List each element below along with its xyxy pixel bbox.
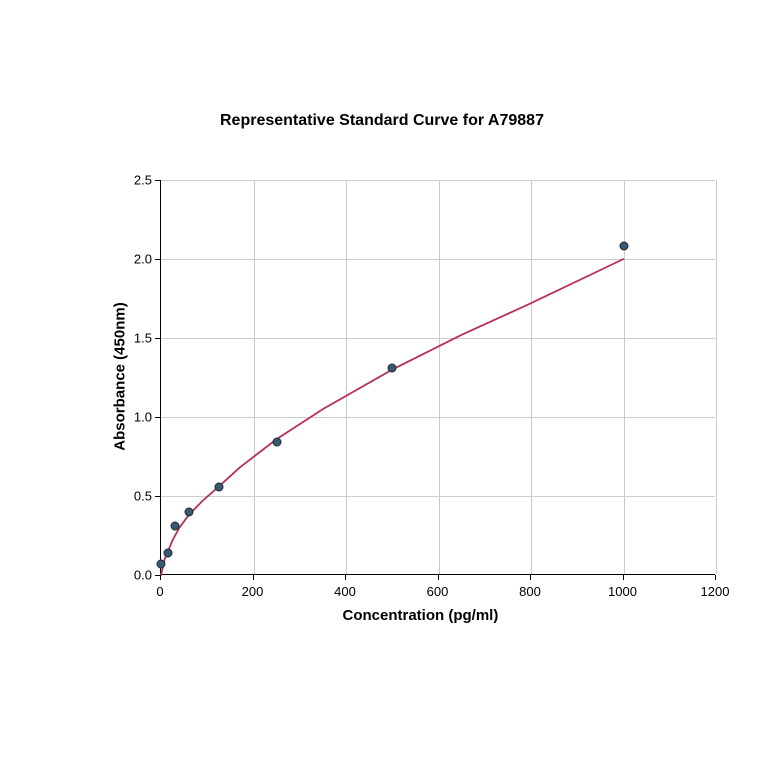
chart-container: Representative Standard Curve for A79887…: [50, 140, 714, 620]
tick-mark-x: [160, 575, 161, 580]
x-tick-label: 400: [334, 584, 356, 599]
x-tick-label: 600: [427, 584, 449, 599]
y-tick-label: 0.0: [124, 568, 152, 583]
tick-mark-y: [155, 496, 160, 497]
data-point: [619, 242, 628, 251]
data-point: [214, 482, 223, 491]
tick-mark-y: [155, 338, 160, 339]
tick-mark-y: [155, 259, 160, 260]
fit-curve: [161, 180, 715, 574]
gridline-vertical: [716, 180, 717, 574]
tick-mark-x: [253, 575, 254, 580]
data-point: [388, 364, 397, 373]
tick-mark-x: [345, 575, 346, 580]
y-axis-label: Absorbance (450nm): [112, 286, 129, 466]
plot-area: [160, 180, 715, 575]
data-point: [157, 559, 166, 568]
data-point: [170, 522, 179, 531]
data-point: [163, 548, 172, 557]
tick-mark-x: [530, 575, 531, 580]
x-tick-label: 0: [156, 584, 163, 599]
tick-mark-y: [155, 417, 160, 418]
x-tick-label: 1000: [608, 584, 637, 599]
y-tick-label: 0.5: [124, 489, 152, 504]
tick-mark-y: [155, 575, 160, 576]
tick-mark-x: [623, 575, 624, 580]
y-tick-label: 1.0: [124, 410, 152, 425]
chart-title: Representative Standard Curve for A79887: [50, 112, 714, 130]
y-tick-label: 2.5: [124, 173, 152, 188]
y-tick-label: 1.5: [124, 331, 152, 346]
x-tick-label: 800: [519, 584, 541, 599]
y-tick-label: 2.0: [124, 252, 152, 267]
tick-mark-x: [715, 575, 716, 580]
x-tick-label: 1200: [701, 584, 730, 599]
tick-mark-x: [438, 575, 439, 580]
x-axis-label: Concentration (pg/ml): [343, 607, 499, 624]
x-tick-label: 200: [242, 584, 264, 599]
data-point: [184, 507, 193, 516]
data-point: [272, 438, 281, 447]
tick-mark-y: [155, 180, 160, 181]
